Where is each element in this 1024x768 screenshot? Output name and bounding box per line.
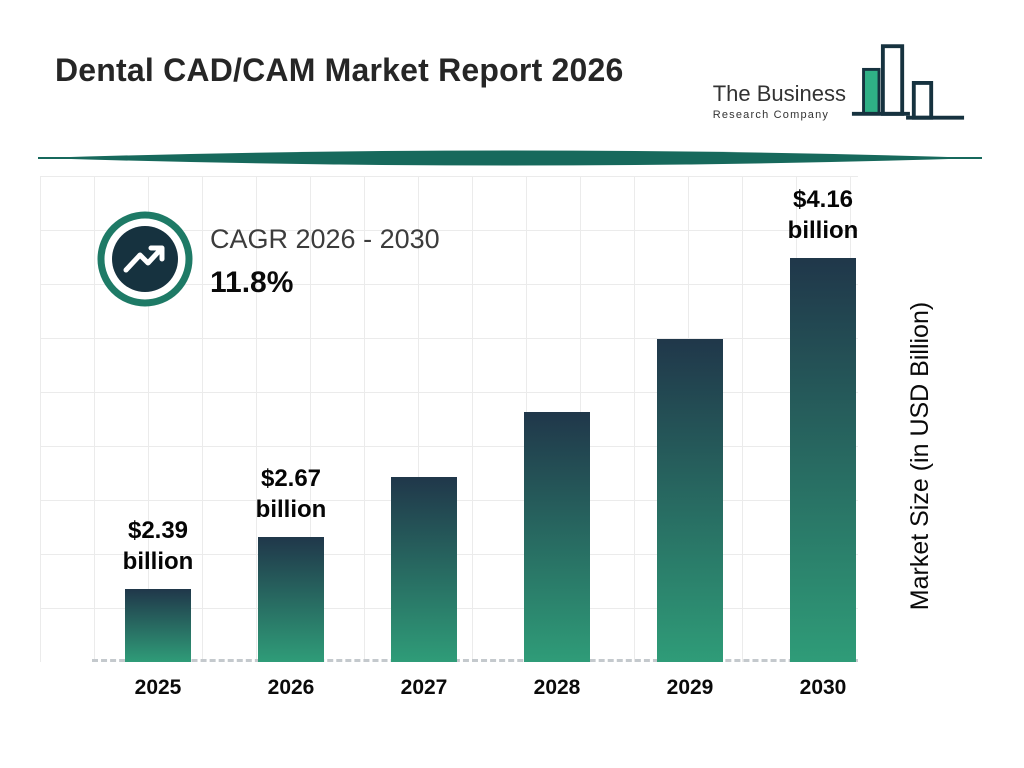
bar-value-label-2030: $4.16 billion: [787, 185, 859, 244]
bar-chart-logo-icon: [850, 42, 966, 125]
cagr-value: 11.8%: [210, 266, 294, 299]
bar-group-2027: [364, 477, 484, 662]
x-axis: 2025 2026 2027 2028 2029 2030: [95, 676, 857, 706]
bar-2028: [524, 412, 590, 662]
company-logo: The Business Research Company: [713, 42, 966, 125]
bar-group-2026: $2.67 billion: [231, 463, 351, 662]
bar-group-2029: [630, 339, 750, 662]
x-axis-label-2027: 2027: [400, 676, 448, 699]
x-axis-label-2030: 2030: [799, 676, 847, 699]
growth-trend-icon: [95, 209, 195, 314]
bar-group-2025: $2.39 billion: [98, 515, 218, 662]
logo-subname: Research Company: [712, 109, 830, 121]
bar-2030: [790, 258, 856, 662]
y-axis-title: Market Size (in USD Billion): [906, 301, 934, 611]
bar-2026: [258, 537, 324, 662]
cagr-period-label: CAGR 2026 - 2030: [210, 224, 440, 254]
bar-2027: [391, 477, 457, 662]
bar-group-2030: $4.16 billion: [763, 184, 883, 662]
company-logo-text: The Business Research Company: [713, 81, 846, 125]
bar-chart-plot: $2.39 billion $2.67 billion $4.16 billion: [95, 176, 858, 662]
bar-2029: [657, 339, 723, 662]
bar-group-2028: [497, 412, 617, 662]
x-axis-label-2029: 2029: [666, 676, 714, 699]
bar-value-label-2026: $2.67 billion: [255, 464, 327, 523]
x-axis-baseline: [92, 659, 858, 662]
bar-value-label-2025: $2.39 billion: [122, 516, 194, 575]
logo-name: The Business: [712, 81, 846, 106]
x-axis-label-2028: 2028: [533, 676, 581, 699]
divider-line: [38, 150, 982, 166]
x-axis-label-2026: 2026: [267, 676, 315, 699]
bar-2025: [125, 589, 191, 662]
page-title: Dental CAD/CAM Market Report 2026: [55, 52, 624, 88]
x-axis-label-2025: 2025: [134, 676, 182, 699]
